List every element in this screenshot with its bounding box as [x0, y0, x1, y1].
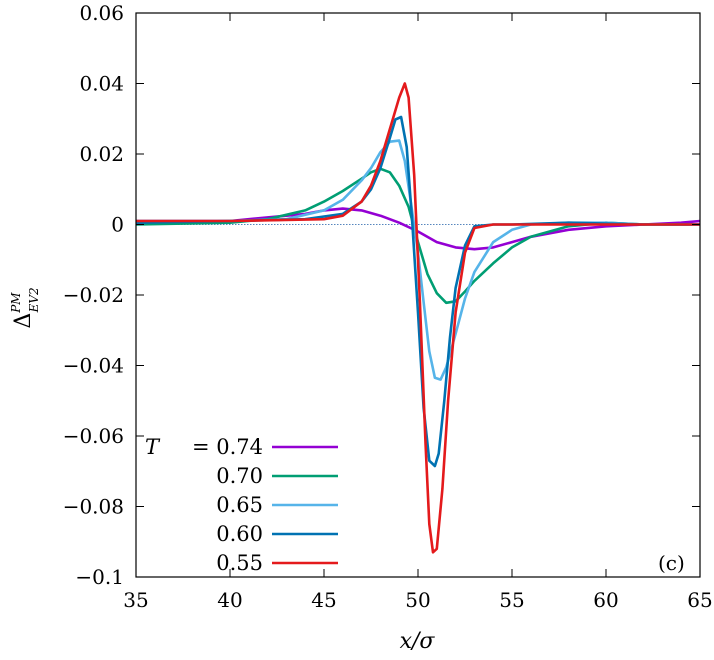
y-tick-label: −0.1 — [75, 565, 124, 589]
series-line — [136, 139, 700, 381]
y-tick-label: 0 — [111, 213, 124, 237]
y-axis-label-sub: EV2 — [27, 287, 41, 313]
series-line — [135, 167, 700, 305]
x-tick-label: 55 — [499, 588, 524, 612]
legend-label: 0.65 — [216, 493, 263, 517]
y-tick-label: −0.06 — [63, 424, 124, 448]
y-tick-label: −0.04 — [63, 354, 124, 378]
legend-label: 0.55 — [216, 551, 263, 575]
x-tick-label: 45 — [311, 588, 336, 612]
tick-layer: 35 40 45 50 55 60 65 −0.1 −0.08 −0.06 −0.04 −0.02 0 0… — [63, 1, 713, 612]
legend-label: 0.60 — [216, 522, 263, 546]
legend-prefix: T — [145, 435, 161, 459]
panel-label: (c) — [658, 551, 685, 575]
y-tick-label: 0.06 — [79, 1, 124, 25]
x-tick-label: 35 — [123, 588, 148, 612]
x-tick-label: 65 — [687, 588, 712, 612]
series-line — [135, 115, 700, 468]
legend: T = 0.74 0.70 0.65 0.60 0.55 — [145, 435, 338, 575]
y-axis-label-sup: PM — [9, 292, 23, 314]
y-tick-label: −0.08 — [63, 495, 124, 519]
x-tick-label: 60 — [593, 588, 618, 612]
series-layer — [135, 82, 701, 554]
y-tick-label: −0.02 — [63, 283, 124, 307]
legend-label: 0.70 — [216, 464, 263, 488]
y-tick-label: 0.02 — [79, 142, 124, 166]
y-tick-label: 0.04 — [79, 72, 124, 96]
x-tick-label: 40 — [217, 588, 242, 612]
x-axis-label: x/σ — [400, 629, 436, 654]
x-tick-label: 50 — [405, 588, 430, 612]
series-line — [136, 82, 700, 554]
legend-label: = 0.74 — [192, 435, 263, 459]
y-axis-label-main: Δ — [11, 313, 36, 329]
y-axis-label: ΔPM EV2 — [9, 287, 41, 328]
